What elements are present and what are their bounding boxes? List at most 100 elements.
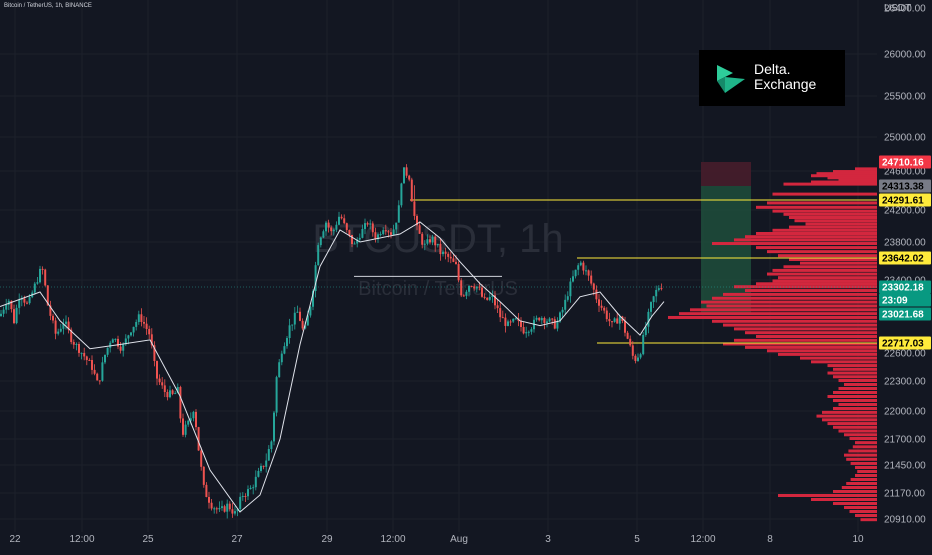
candle-up (260, 465, 262, 471)
profit-zone[interactable] (701, 186, 751, 314)
candle-up (431, 236, 434, 243)
candle-up (75, 343, 78, 345)
y-tick-label: 26400.00 (884, 4, 926, 15)
candle-down (626, 332, 629, 339)
candle-up (392, 229, 395, 235)
volume-profile-bar (833, 170, 877, 174)
volume-profile-bar (833, 367, 877, 371)
candle-up (257, 470, 260, 477)
price-tag-resistance-1[interactable] (879, 193, 931, 207)
volume-profile-bar (855, 514, 877, 517)
candle-down (348, 229, 351, 235)
candle-down (538, 317, 541, 321)
volume-profile-bar (833, 490, 877, 493)
candle-up (130, 332, 132, 336)
candle-up (514, 318, 517, 320)
y-tick-label: 24600.00 (884, 167, 926, 178)
candle-up (114, 338, 117, 340)
volume-profile-bar (846, 482, 877, 485)
price-tag-entry[interactable] (879, 307, 931, 321)
candle-up (309, 306, 312, 316)
candle-up (111, 339, 114, 343)
y-tick-label: 23800.00 (884, 238, 926, 249)
volume-profile-bar (841, 486, 877, 489)
price-tag-countdown[interactable] (879, 293, 931, 307)
y-tick-label: 21450.00 (884, 461, 926, 472)
candle-down (457, 264, 460, 281)
candle-up (106, 347, 109, 355)
candle-up (291, 324, 294, 326)
candle-up (468, 285, 470, 292)
candle-down (384, 230, 387, 232)
volume-profile-bar (712, 296, 877, 300)
candle-down (88, 359, 91, 361)
candle-down (616, 318, 619, 324)
candle-down (179, 387, 182, 419)
volume-profile-bar (844, 383, 877, 386)
candle-down (343, 218, 346, 224)
volume-profile-bar (827, 371, 877, 375)
candle-up (569, 281, 572, 297)
volume-profile-bar (833, 502, 877, 505)
loss-zone[interactable] (701, 162, 751, 186)
price-tags: 24710.16 24313.38 24291.61 23642.02 23302.18… (879, 155, 931, 350)
price-tag-support[interactable] (879, 336, 931, 350)
candle-down (158, 378, 161, 383)
candle-down (408, 175, 411, 180)
y-tick-label: 22000.00 (884, 407, 926, 418)
candle-down (496, 305, 499, 309)
price-tag-label-support: 22717.03 (882, 339, 924, 350)
candle-down (210, 502, 213, 509)
volume-profile-bar (789, 216, 877, 219)
candle-down (49, 305, 52, 316)
candle-up (288, 325, 291, 339)
candle-down (501, 317, 504, 319)
candle-up (319, 237, 322, 246)
candle-up (530, 329, 533, 332)
volume-profile-bar (849, 510, 877, 513)
volume-profile-bar (745, 331, 877, 335)
volume-profile-bar (811, 498, 877, 501)
candle-up (101, 362, 104, 381)
candle-down (449, 256, 452, 259)
volume-profile-bar (805, 222, 877, 226)
candle-down (117, 338, 119, 347)
currency-label: USDT (884, 3, 911, 14)
price-tag-last-price[interactable] (879, 280, 931, 294)
candle-up (304, 325, 307, 329)
volume-profile-bar (723, 292, 877, 296)
volume-profile-bar (772, 279, 877, 283)
candle-up (579, 262, 582, 266)
price-tag-range-high[interactable] (879, 179, 931, 193)
candle-up (65, 321, 67, 324)
candle-up (280, 353, 283, 363)
price-tag-label-last-price: 23302.18 (882, 283, 924, 294)
price-tag-upper-target[interactable] (879, 155, 931, 169)
volume-profile-bar (789, 258, 877, 262)
candle-down (70, 329, 73, 343)
grid (0, 0, 877, 532)
volume-profile-bar (833, 399, 877, 402)
candle-down (13, 309, 15, 324)
candle-up (286, 338, 288, 347)
candle-down (587, 270, 590, 276)
candle-up (236, 508, 239, 512)
candle-up (39, 268, 41, 283)
y-tick-label: 26000.00 (884, 50, 926, 61)
volume-profile-bar (838, 178, 877, 182)
volume-profile-bar (723, 342, 877, 346)
y-tick-label: 20910.00 (884, 515, 926, 526)
candle-up (361, 228, 364, 238)
candle-up (36, 282, 39, 284)
candle-down (660, 288, 663, 290)
candle-down (439, 243, 442, 255)
price-tag-resistance-2[interactable] (879, 251, 931, 265)
price-tag-label-entry: 23021.68 (882, 310, 924, 321)
volume-profile-bar (767, 349, 877, 353)
candle-down (26, 302, 28, 304)
candle-down (592, 283, 595, 290)
moving-average-line (0, 221, 665, 513)
candle-up (559, 312, 561, 322)
